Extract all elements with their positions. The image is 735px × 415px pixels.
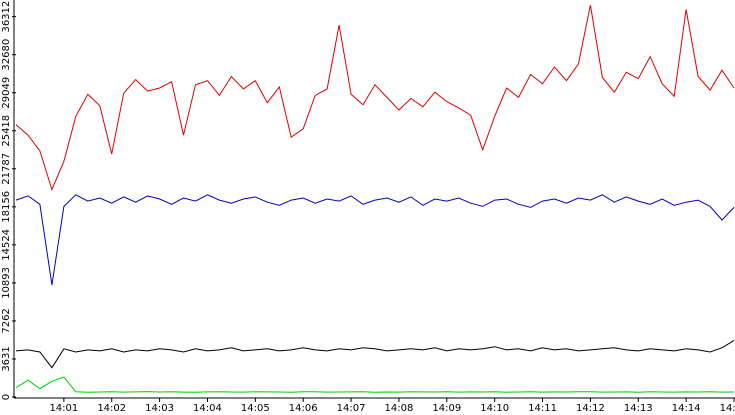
x-tick-label: 14:11 <box>528 403 557 414</box>
series-line <box>15 5 735 192</box>
y-tick-label: 29049 <box>1 77 12 109</box>
x-tick-label: 14:01 <box>49 403 78 414</box>
x-tick-label: 14:05 <box>241 403 270 414</box>
x-tick-label: 14:07 <box>337 403 366 414</box>
y-tick-label: 7262 <box>1 308 12 333</box>
x-tick-label: 14:02 <box>97 403 126 414</box>
y-tick-label: 21787 <box>1 153 12 185</box>
x-tick-label: 14:13 <box>624 403 653 414</box>
x-tick-label: 14:03 <box>145 403 174 414</box>
y-tick-label: 10893 <box>1 267 12 299</box>
y-tick-label: 32680 <box>1 39 12 71</box>
series-line <box>15 194 735 285</box>
series-line <box>15 376 735 393</box>
x-tick-label: 14:09 <box>432 403 461 414</box>
y-tick-label: 14524 <box>1 229 12 261</box>
y-tick-label: 36312 <box>1 1 12 33</box>
x-tick-label: 14:14 <box>672 403 701 414</box>
y-tick-label: 0 <box>1 394 12 400</box>
y-tick-label: 3631 <box>1 346 12 371</box>
x-tick-label: 14:04 <box>193 403 222 414</box>
series-line <box>15 339 735 369</box>
x-tick-label: 14:15 <box>720 403 735 414</box>
x-tick-label: 14:08 <box>385 403 414 414</box>
y-tick-label: 25418 <box>1 115 12 147</box>
x-tick-label: 14:06 <box>289 403 318 414</box>
x-tick-label: 14:10 <box>480 403 509 414</box>
y-tick-label: 18156 <box>1 191 12 223</box>
x-tick-label: 14:12 <box>576 403 605 414</box>
